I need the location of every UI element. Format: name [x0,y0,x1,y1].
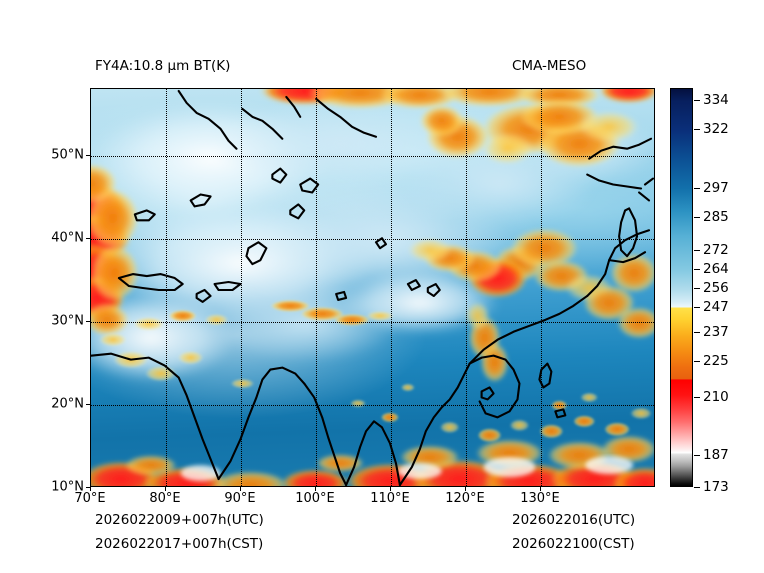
ytick-label-50: 50°N [51,147,84,163]
cbar-label-322: 322 [703,121,729,137]
cbar-tick-285 [694,217,700,218]
gridline-lon-80 [166,89,167,486]
xtick-mark-110 [390,487,391,491]
xtick-mark-90 [240,487,241,491]
cbar-label-237: 237 [703,324,729,340]
gridline-lon-130 [541,89,542,486]
xtick-label-110: 110°E [370,491,410,506]
ytick-label-20: 20°N [51,396,84,412]
ytick-mark-20 [86,404,90,405]
gridline-lon-100 [316,89,317,486]
cbar-tick-256 [694,288,700,289]
colorbar-gradient [671,89,692,486]
cbar-tick-225 [694,361,700,362]
satellite-map-axes[interactable] [90,88,655,487]
cbar-label-285: 285 [703,209,729,225]
cbar-tick-297 [694,188,700,189]
gridline-lat-30 [91,322,654,323]
xtick-label-80: 80°E [149,491,181,506]
xtick-mark-130 [540,487,541,491]
cbar-label-210: 210 [703,389,729,405]
gridline-lon-90 [241,89,242,486]
cbar-label-297: 297 [703,180,729,196]
ytick-mark-40 [86,238,90,239]
cbar-label-247: 247 [703,299,729,315]
xtick-mark-120 [465,487,466,491]
gridline-lat-50 [91,156,654,157]
xtick-label-70: 70°E [74,491,106,506]
xtick-mark-80 [165,487,166,491]
cloud-feature-layer [91,89,654,486]
cbar-tick-322 [694,129,700,130]
footer-obs-time-utc: 2026022016(UTC) [512,512,636,528]
ytick-label-30: 30°N [51,313,84,329]
xtick-label-130: 130°E [520,491,560,506]
ytick-mark-10 [86,487,90,488]
gridline-lon-110 [391,89,392,486]
ytick-mark-30 [86,321,90,322]
ytick-label-10: 10°N [51,479,84,495]
cbar-label-334: 334 [703,92,729,108]
xtick-label-90: 90°E [224,491,256,506]
gridline-lat-40 [91,239,654,240]
cbar-tick-272 [694,250,700,251]
cbar-label-264: 264 [703,261,729,277]
colorbar[interactable] [670,88,693,487]
cbar-tick-334 [694,100,700,101]
footer-valid-time-cst: 2026022017+007h(CST) [95,536,264,552]
cbar-tick-237 [694,332,700,333]
gridline-lat-20 [91,405,654,406]
cbar-tick-247 [694,307,700,308]
gridline-lon-120 [466,89,467,486]
cbar-label-187: 187 [703,447,729,463]
xtick-mark-100 [315,487,316,491]
chart-title-left: FY4A:10.8 μm BT(K) [95,58,231,74]
ytick-label-40: 40°N [51,230,84,246]
xtick-label-120: 120°E [445,491,485,506]
xtick-label-100: 100°E [295,491,335,506]
chart-title-right: CMA-MESO [512,58,587,74]
footer-valid-time-utc: 2026022009+007h(UTC) [95,512,264,528]
cbar-tick-173 [694,487,700,488]
coastline-layer [91,89,654,486]
cbar-tick-264 [694,269,700,270]
ytick-mark-50 [86,155,90,156]
cbar-label-225: 225 [703,353,729,369]
footer-obs-time-cst: 2026022100(CST) [512,536,635,552]
cbar-label-272: 272 [703,242,729,258]
cbar-tick-187 [694,455,700,456]
cbar-tick-210 [694,397,700,398]
cbar-label-173: 173 [703,479,729,495]
xtick-mark-70 [90,487,91,491]
cbar-label-256: 256 [703,280,729,296]
